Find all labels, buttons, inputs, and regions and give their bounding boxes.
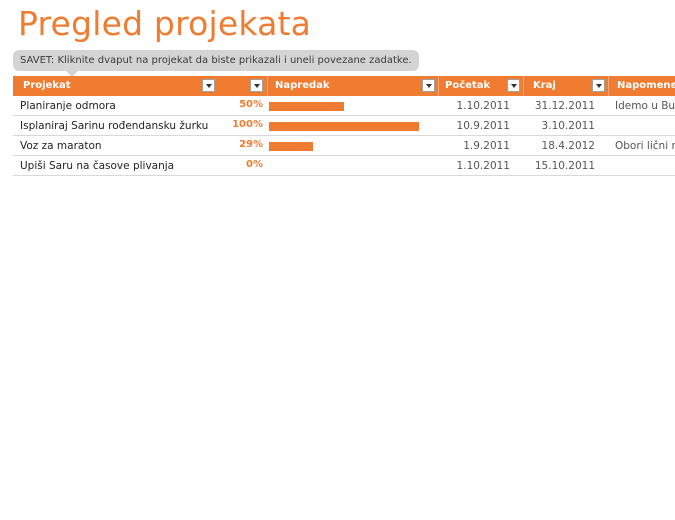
tip-callout-pointer [66,71,78,77]
progress-bar [269,102,419,111]
start-date[interactable]: 1.10.2011 [456,100,510,112]
column-header-kraj[interactable]: Kraj [533,80,556,91]
filter-dropdown-projekat-icon[interactable] [202,79,215,92]
progress-bar-fill [269,142,313,151]
filter-dropdown-pocetak-icon[interactable] [507,79,520,92]
start-date[interactable]: 1.9.2011 [463,140,510,152]
notes[interactable]: Obori lični re [615,140,675,152]
progress-bar-fill [269,122,419,131]
table-row[interactable]: Upiši Saru na časove plivanja 0% 1.10.20… [13,156,675,176]
table-row[interactable]: Planiranje odmora 50% 1.10.2011 31.12.20… [13,96,675,116]
project-name[interactable]: Planiranje odmora [20,100,116,112]
progress-bar [269,162,419,171]
progress-bar [269,122,419,131]
column-header-projekat[interactable]: Projekat [23,80,71,91]
progress-percent: 0% [246,159,263,170]
filter-dropdown-napredak-icon[interactable] [422,79,435,92]
end-date[interactable]: 18.4.2012 [541,140,595,152]
column-header-napredak[interactable]: Napredak [275,80,330,91]
progress-percent: 50% [239,99,263,110]
progress-percent: 100% [232,119,263,130]
column-divider [267,76,268,96]
project-name[interactable]: Upiši Saru na časove plivanja [20,160,175,172]
table-row[interactable]: Voz za maraton 29% 1.9.2011 18.4.2012 Ob… [13,136,675,156]
column-header-napomene[interactable]: Napomene [617,80,675,91]
filter-dropdown-kraj-icon[interactable] [592,79,605,92]
start-date[interactable]: 10.9.2011 [456,120,510,132]
column-divider [438,76,439,96]
project-name[interactable]: Voz za maraton [20,140,102,152]
notes[interactable] [615,156,675,176]
table-row[interactable]: Isplaniraj Sarinu rođendansku žurku 100%… [13,116,675,136]
tip-callout: SAVET: Kliknite dvaput na projekat da bi… [13,50,419,71]
end-date[interactable]: 15.10.2011 [534,160,595,172]
start-date[interactable]: 1.10.2011 [456,160,510,172]
end-date[interactable]: 3.10.2011 [541,120,595,132]
column-divider [608,76,609,96]
project-name[interactable]: Isplaniraj Sarinu rođendansku žurku [20,120,209,132]
notes[interactable] [615,116,675,136]
progress-percent: 29% [239,139,263,150]
column-divider [523,76,524,96]
end-date[interactable]: 31.12.2011 [534,100,595,112]
notes[interactable]: Idemo u Bud [615,100,675,112]
progress-bar [269,142,419,151]
filter-dropdown-projekat-2-icon[interactable] [250,79,263,92]
page-title: Pregled projekata [18,4,312,43]
table-header: Projekat Napredak Početak Kraj Napomene [13,76,675,96]
column-header-pocetak[interactable]: Početak [445,80,491,91]
progress-bar-fill [269,102,344,111]
